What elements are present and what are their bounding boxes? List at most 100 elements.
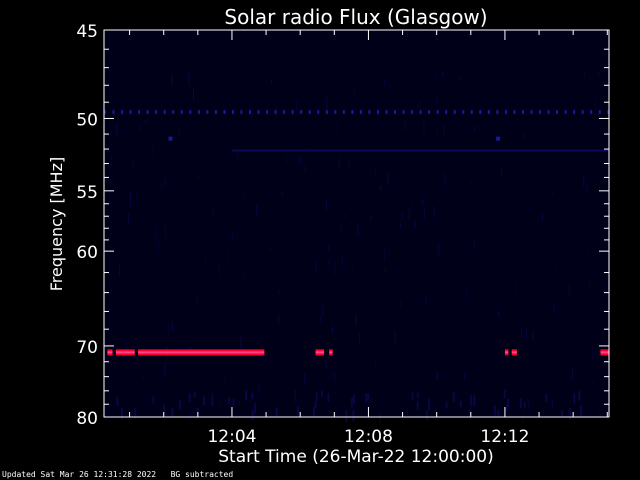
dotted-line-dot [504, 110, 507, 115]
noise-streak [251, 112, 253, 119]
noise-streak [380, 184, 382, 191]
noise-blob [253, 403, 256, 414]
noise-blob [350, 398, 353, 407]
bg-subtracted-note: BG subtracted [170, 470, 234, 479]
noise-blob [505, 404, 508, 411]
noise-blob [573, 393, 576, 404]
noise-streak [331, 326, 333, 334]
dotted-line-dot [257, 110, 260, 115]
noise-streak [132, 159, 134, 169]
noise-streak [304, 373, 306, 385]
noise-streak [532, 330, 534, 341]
signal-spot [496, 136, 501, 141]
noise-blob [211, 394, 214, 407]
noise-streak [240, 336, 242, 349]
noise-streak [331, 369, 333, 379]
noise-blob [523, 402, 526, 409]
noise-streak [414, 219, 416, 229]
noise-streak [359, 333, 361, 344]
noise-streak [258, 384, 260, 395]
noise-blob [473, 395, 476, 407]
noise-blob [196, 407, 199, 416]
noise-streak [419, 99, 421, 108]
noise-streak [422, 198, 424, 206]
noise-blob [352, 409, 355, 422]
noise-streak [278, 314, 280, 324]
noise-streak [588, 248, 590, 253]
noise-streak [188, 71, 190, 84]
noise-streak [503, 117, 505, 124]
noise-streak [384, 266, 386, 273]
noise-streak [294, 390, 296, 402]
dotted-line-dot [214, 110, 217, 115]
faint-band [231, 149, 609, 152]
dotted-line-dot [317, 110, 320, 115]
y-tick-label: 55 [76, 183, 98, 203]
noise-streak [164, 363, 166, 376]
dotted-line-dot [266, 110, 269, 115]
noise-streak [218, 397, 220, 406]
noise-streak [470, 181, 472, 186]
noise-blob [327, 392, 330, 402]
noise-streak [592, 380, 594, 387]
y-tick-label: 80 [76, 409, 98, 429]
noise-streak [325, 200, 327, 211]
noise-streak [342, 255, 344, 267]
noise-blob [365, 393, 368, 403]
noise-streak [497, 310, 499, 317]
noise-streak [552, 189, 554, 197]
noise-streak [232, 234, 234, 240]
x-axis-label: Start Time (26-Mar-22 12:00:00) [218, 447, 493, 467]
interference-segment-core [107, 351, 113, 354]
dotted-line-dot [479, 110, 482, 115]
noise-blob [314, 400, 317, 409]
noise-blob [428, 398, 431, 410]
noise-blob [452, 391, 455, 402]
plot-frame [103, 29, 610, 418]
noise-streak [142, 375, 144, 381]
dotted-line-dot [385, 110, 388, 115]
noise-streak [394, 330, 396, 344]
noise-blob [519, 398, 522, 409]
dotted-line-dot [138, 110, 141, 115]
noise-streak [224, 376, 226, 386]
dotted-line-dot [564, 110, 567, 115]
noise-streak [212, 206, 214, 218]
noise-streak [256, 204, 258, 218]
dotted-line-dot [462, 110, 465, 115]
noise-streak [104, 239, 106, 248]
noise-blob [416, 400, 419, 410]
dotted-line-dot [598, 110, 601, 115]
dotted-line-dot [521, 110, 524, 115]
noise-streak [327, 260, 329, 265]
dotted-line-dot [223, 110, 226, 115]
noise-streak [509, 212, 511, 218]
noise-blob [580, 405, 583, 417]
dotted-line-dot [249, 110, 252, 115]
noise-streak [568, 284, 570, 297]
noise-streak [555, 267, 557, 273]
interference-segment-core [329, 351, 333, 354]
noise-streak [553, 303, 555, 311]
noise-streak [304, 168, 306, 173]
noise-streak [325, 360, 327, 370]
noise-streak [326, 96, 328, 110]
dotted-line-dot [402, 110, 405, 115]
noise-streak [158, 242, 160, 251]
noise-streak [261, 353, 263, 363]
noise-streak [434, 72, 436, 77]
interference-segment-core [511, 351, 517, 354]
y-tick-label: 45 [76, 22, 98, 42]
dotted-line-dot [342, 110, 345, 115]
noise-streak [523, 131, 525, 140]
noise-streak [357, 224, 359, 237]
noise-streak [136, 193, 138, 200]
noise-streak [473, 240, 475, 248]
noise-streak [300, 156, 302, 164]
noise-streak [196, 298, 198, 305]
dotted-line-dot [274, 110, 277, 115]
noise-blob [251, 409, 254, 421]
dotted-line-dot [445, 110, 448, 115]
dotted-line-dot [129, 110, 132, 115]
noise-blob [232, 398, 235, 406]
